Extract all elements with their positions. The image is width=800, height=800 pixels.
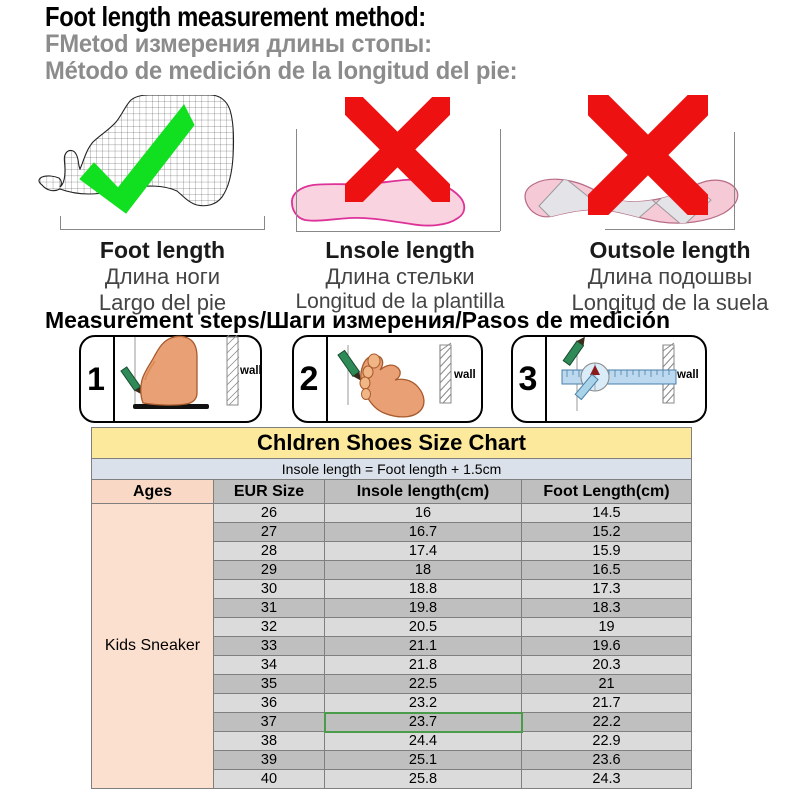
svg-text:wall: wall [239, 365, 262, 377]
svg-text:wall: wall [676, 369, 699, 381]
svg-text:wall: wall [453, 369, 476, 381]
